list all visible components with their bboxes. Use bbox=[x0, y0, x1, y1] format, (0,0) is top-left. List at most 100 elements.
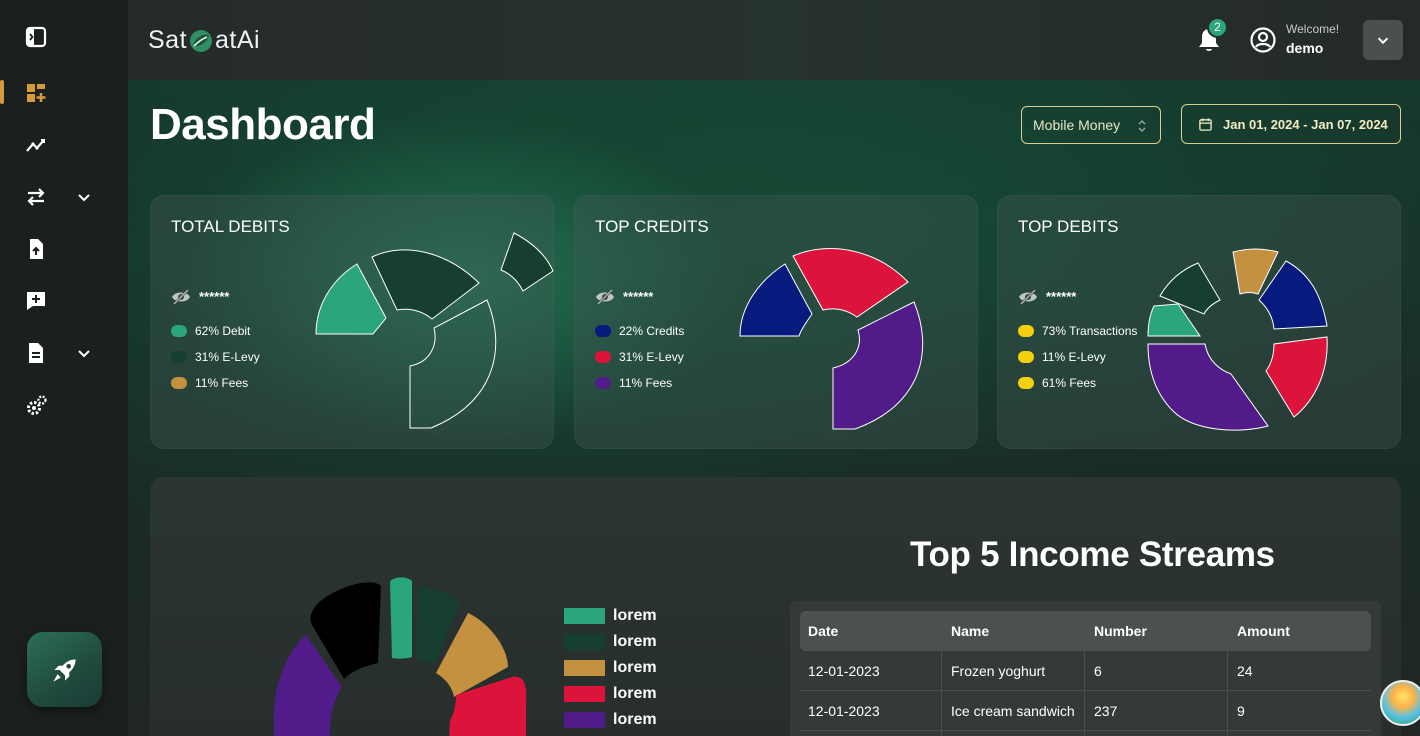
main-content: Dashboard Mobile Money Jan 01, 2024 - Ja… bbox=[128, 80, 1420, 736]
donut-segment bbox=[371, 249, 480, 320]
column-header[interactable]: Amount bbox=[1237, 623, 1290, 639]
user-avatar-icon[interactable] bbox=[1249, 26, 1277, 54]
legend-swatch bbox=[564, 608, 605, 624]
sidebar-toggle-icon[interactable] bbox=[22, 23, 50, 51]
card-top-credits: TOP CREDITS ****** 22% Credits 31% E-Lev… bbox=[574, 195, 978, 449]
sidebar bbox=[0, 0, 128, 736]
leaf-logo-icon bbox=[190, 29, 213, 52]
top-debits-donut-chart bbox=[1147, 248, 1328, 431]
column-divider bbox=[941, 611, 942, 736]
donut-segment bbox=[436, 613, 508, 697]
column-header[interactable]: Name bbox=[951, 623, 990, 639]
masked-value: ****** bbox=[199, 289, 230, 304]
legend-dot bbox=[595, 377, 611, 389]
income-donut-chart bbox=[274, 577, 527, 736]
analytics-icon[interactable] bbox=[22, 131, 50, 159]
legend-item: 61% Fees bbox=[1018, 376, 1096, 390]
donut-segment bbox=[274, 635, 342, 736]
table-row[interactable]: 12-01-2023 Frozen yoghurt 6 24 bbox=[800, 651, 1371, 691]
donut-segment bbox=[315, 263, 387, 335]
card-title: TOTAL DEBITS bbox=[171, 217, 290, 236]
chevron-down-icon[interactable] bbox=[74, 187, 94, 207]
table-cell: Frozen yoghurt bbox=[951, 663, 1046, 679]
table-cell: 9 bbox=[1237, 703, 1245, 719]
column-divider bbox=[1227, 611, 1228, 736]
document-icon[interactable] bbox=[22, 339, 50, 367]
legend-dot bbox=[1018, 351, 1034, 363]
beach-avatar-icon[interactable] bbox=[1380, 680, 1420, 726]
user-menu-button[interactable] bbox=[1363, 20, 1403, 60]
select-arrows-icon bbox=[1138, 120, 1146, 132]
legend-dot bbox=[171, 377, 187, 389]
donut-segment bbox=[409, 299, 497, 429]
table-row[interactable]: 12-01-2023 Ice cream sandwich 237 9 bbox=[800, 691, 1371, 731]
table-cell: 6 bbox=[1094, 663, 1102, 679]
income-streams-title: Top 5 Income Streams bbox=[910, 535, 1275, 574]
channel-select[interactable]: Mobile Money bbox=[1021, 106, 1161, 144]
dashboard-icon[interactable] bbox=[22, 79, 50, 107]
big-legend-item: lorem bbox=[564, 607, 657, 625]
eye-off-icon[interactable] bbox=[595, 288, 615, 306]
legend-item: 73% Transactions bbox=[1018, 324, 1137, 338]
donut-segment bbox=[1232, 248, 1279, 295]
chevron-down-icon bbox=[1377, 37, 1389, 45]
big-legend-item: lorem bbox=[564, 633, 657, 651]
donut-segment bbox=[310, 582, 381, 679]
message-plus-icon[interactable] bbox=[22, 287, 50, 315]
masked-value: ****** bbox=[623, 289, 654, 304]
legend-dot bbox=[595, 325, 611, 337]
rocket-icon bbox=[52, 658, 76, 682]
big-legend-item: lorem bbox=[564, 685, 657, 703]
notification-badge: 2 bbox=[1207, 17, 1228, 38]
card-title: TOP CREDITS bbox=[595, 217, 709, 236]
table-cell: 237 bbox=[1094, 703, 1118, 719]
legend-item: 22% Credits bbox=[595, 324, 684, 338]
table-cell: 24 bbox=[1237, 663, 1253, 679]
top-header: Sat atAi 2 Welcome! demo bbox=[128, 0, 1420, 80]
calendar-icon bbox=[1199, 117, 1212, 131]
big-legend-item: lorem bbox=[564, 711, 657, 729]
donut-segment bbox=[1147, 343, 1269, 431]
transfer-icon[interactable] bbox=[22, 183, 50, 211]
donut-segment bbox=[832, 301, 924, 430]
top-credits-donut-chart bbox=[739, 248, 924, 430]
big-legend-item: lorem bbox=[564, 659, 657, 677]
legend-item: 31% E-Levy bbox=[595, 350, 684, 364]
eye-off-icon[interactable] bbox=[1018, 288, 1038, 306]
legend-dot bbox=[1018, 325, 1034, 337]
legend-swatch bbox=[564, 634, 605, 650]
income-panel: lorem lorem lorem lorem lorem Top 5 Inco… bbox=[150, 477, 1401, 736]
legend-item: 31% E-Levy bbox=[171, 350, 260, 364]
gears-icon[interactable] bbox=[22, 392, 50, 420]
date-range-picker[interactable]: Jan 01, 2024 - Jan 07, 2024 bbox=[1181, 104, 1401, 144]
table-cell: 12-01-2023 bbox=[808, 663, 880, 679]
page-title: Dashboard bbox=[150, 100, 376, 149]
legend-item: 11% Fees bbox=[171, 376, 248, 390]
file-upload-icon[interactable] bbox=[22, 235, 50, 263]
legend-swatch bbox=[564, 686, 605, 702]
column-divider bbox=[1084, 611, 1085, 736]
donut-segment bbox=[739, 263, 813, 337]
app-logo[interactable]: Sat atAi bbox=[148, 26, 261, 54]
column-header[interactable]: Number bbox=[1094, 623, 1147, 639]
donut-segment bbox=[416, 587, 460, 665]
eye-off-icon[interactable] bbox=[171, 288, 191, 306]
total-debits-donut-chart bbox=[315, 232, 554, 429]
legend-dot bbox=[1018, 377, 1034, 389]
chevron-down-icon[interactable] bbox=[74, 343, 94, 363]
legend-item: 11% Fees bbox=[595, 376, 672, 390]
masked-value: ****** bbox=[1046, 289, 1077, 304]
donut-segment bbox=[792, 248, 909, 318]
table-cell: 12-01-2023 bbox=[808, 703, 880, 719]
column-header[interactable]: Date bbox=[808, 623, 839, 639]
donut-segment bbox=[390, 577, 412, 659]
donut-segment bbox=[449, 676, 527, 736]
legend-dot bbox=[171, 351, 187, 363]
table-cell: Ice cream sandwich bbox=[951, 703, 1075, 719]
table-header: Date Name Number Amount bbox=[800, 611, 1371, 651]
rocket-button[interactable] bbox=[27, 632, 102, 707]
donut-segment bbox=[1159, 262, 1221, 315]
legend-dot bbox=[595, 351, 611, 363]
active-indicator bbox=[0, 80, 4, 104]
card-top-debits: TOP DEBITS ****** 73% Transactions 11% E… bbox=[997, 195, 1401, 449]
